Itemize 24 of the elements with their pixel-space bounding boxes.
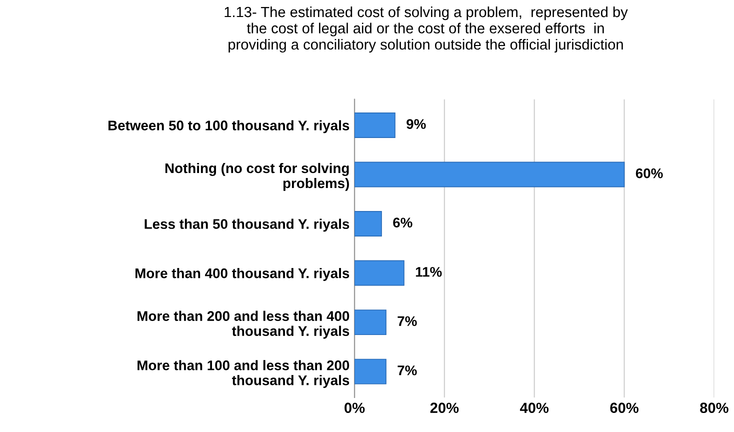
x-tick-label: 60% [610,402,638,414]
x-tick-label: 80% [700,402,728,414]
y-tick-label: More than 400 thousand Y. riyals [136,268,350,281]
data-label: 7% [398,316,417,326]
data-label: 7% [398,366,417,376]
x-tick-label: 40% [520,402,549,414]
chart-title: 1.13- The estimated cost of solving a problem, represented by the cost of legal aid or the cost of the exsered efforts in providing a conciliatory solution outside the official jurisdiction [224,6,628,53]
y-tick-label: More than 100 and less than 200 thousand Y. riyals [138,360,350,388]
x-tick-label: 0% [344,402,365,414]
y-tick-label: Between 50 to 100 thousand Y. riyals [108,120,350,134]
bar [354,211,382,237]
y-tick-label: Nothing (no cost for solving problems) [165,162,349,191]
bar [354,112,396,138]
x-tick-label: 20% [430,402,459,414]
bar [354,310,386,336]
y-tick-label: More than 200 and less than 400 thousand Y. riyals [138,310,350,339]
bar [354,358,386,384]
y-tick-label: Less than 50 thousand Y. riyals [144,218,350,232]
data-label: 9% [406,119,426,129]
data-label: 11% [416,266,442,277]
data-label: 60% [636,168,663,178]
bar [354,260,404,286]
bar [354,162,625,188]
data-label: 6% [393,218,412,228]
